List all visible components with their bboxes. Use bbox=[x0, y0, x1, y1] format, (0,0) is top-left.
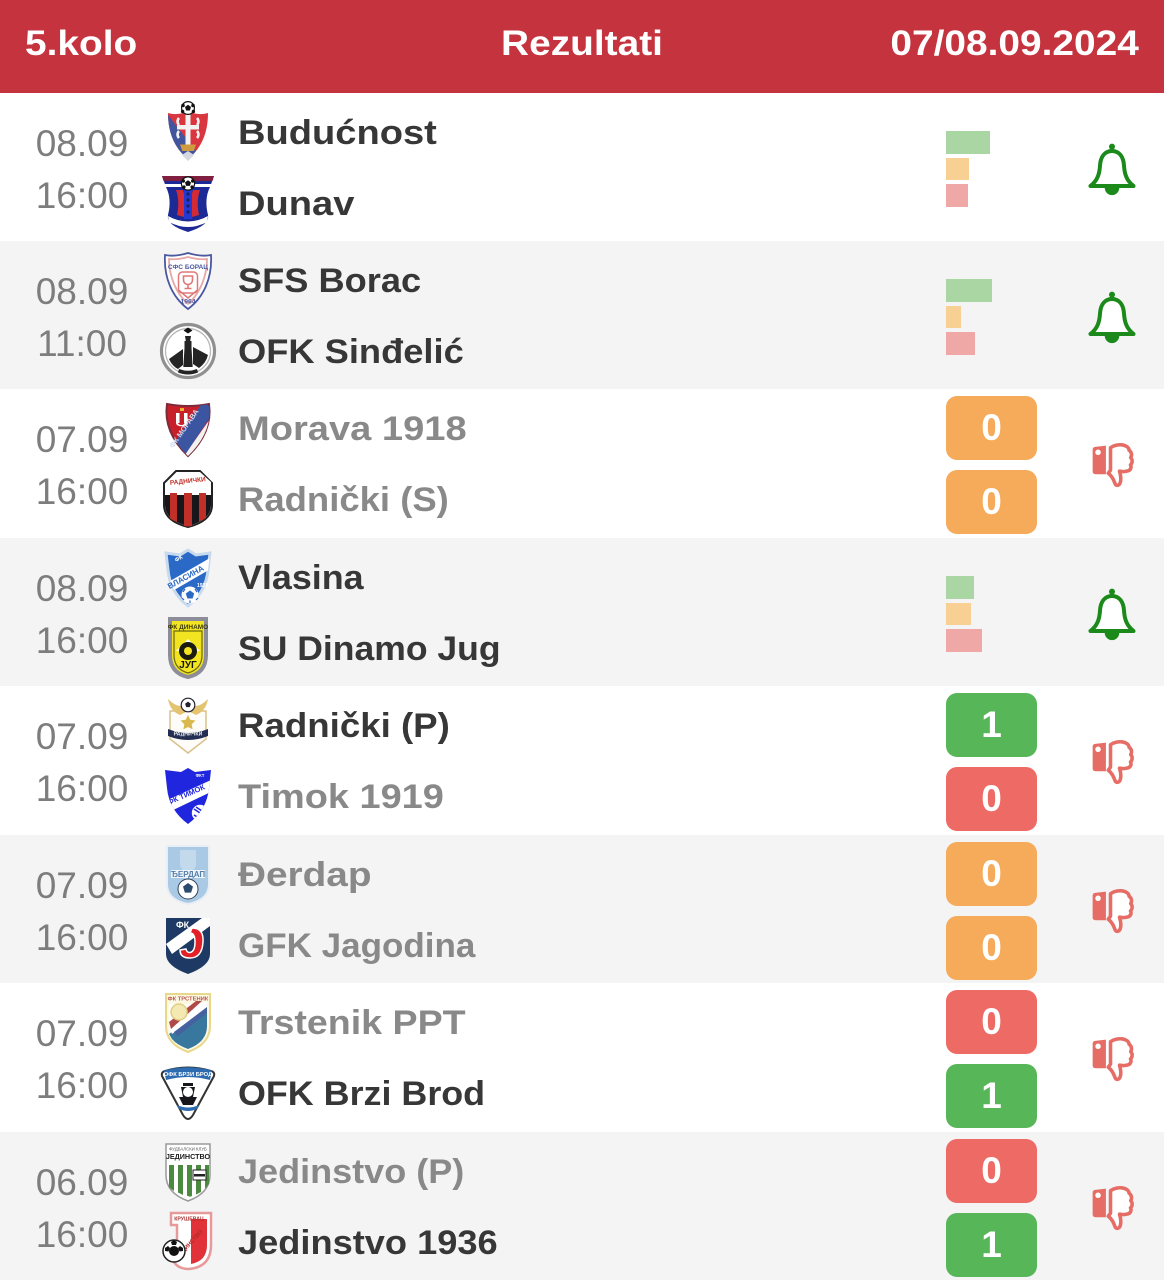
svg-text:1928: 1928 bbox=[197, 583, 208, 589]
svg-text:КРУШЕВАЦ: КРУШЕВАЦ bbox=[174, 1216, 204, 1222]
svg-text:ФК: ФК bbox=[176, 920, 190, 930]
svg-text:1964: 1964 bbox=[180, 298, 195, 305]
svg-text:ФУДБАЛСКИ КЛУБ: ФУДБАЛСКИ КЛУБ bbox=[169, 1146, 207, 1151]
svg-text:ЈУГ: ЈУГ bbox=[179, 660, 197, 671]
svg-text:ФК ДИНАМО: ФК ДИНАМО bbox=[168, 624, 208, 631]
svg-text:РАДНИЧКИ: РАДНИЧКИ bbox=[174, 732, 203, 738]
svg-text:ЈЕДИНСТВО: ЈЕДИНСТВО bbox=[166, 1152, 211, 1161]
svg-text:РАДНИЧКИ: РАДНИЧКИ bbox=[170, 476, 207, 487]
svg-text:ЂЕРДАП: ЂЕРДАП bbox=[171, 870, 206, 879]
svg-text:СФС БОРАЦ: СФС БОРАЦ bbox=[168, 264, 208, 271]
svg-text:ФК ТРСТЕНИК: ФК ТРСТЕНИК bbox=[168, 997, 209, 1003]
svg-text:ФК: ФК bbox=[174, 554, 185, 563]
svg-text:ФКТ: ФКТ bbox=[196, 773, 205, 778]
svg-text:ОФК БРЗИ БРОД: ОФК БРЗИ БРОД bbox=[164, 1072, 213, 1078]
